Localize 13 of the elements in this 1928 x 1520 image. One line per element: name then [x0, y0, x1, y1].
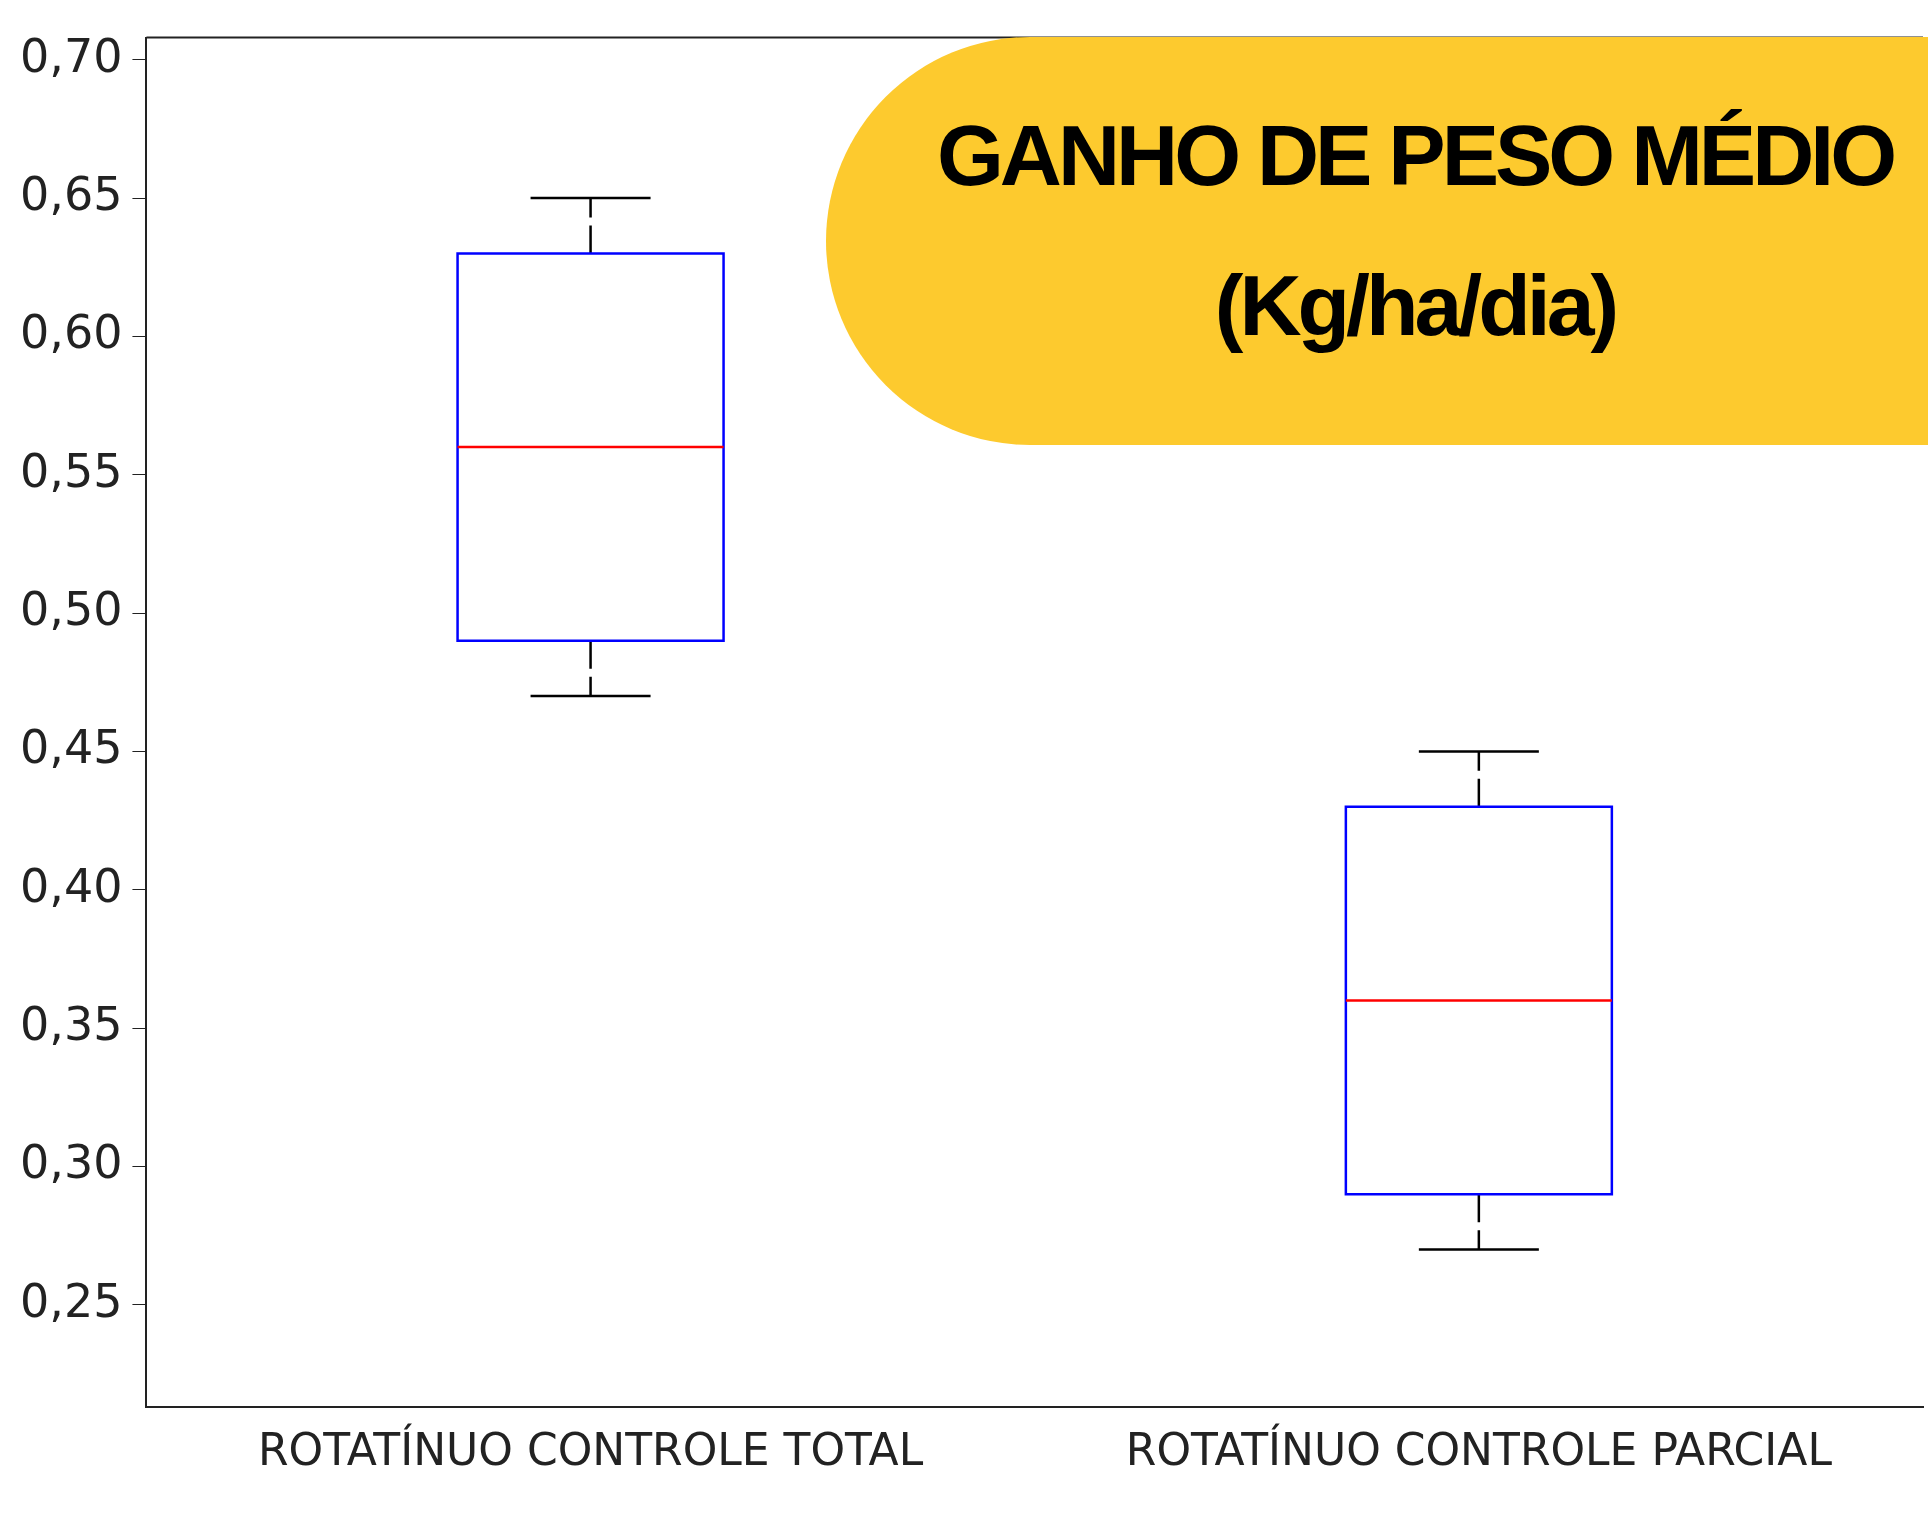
x-tick-label: ROTATÍNUO CONTROLE TOTAL: [257, 1423, 924, 1476]
y-tick-label: 0,70: [20, 28, 123, 83]
y-tick-label: 0,60: [20, 305, 123, 360]
y-tick-label: 0,65: [20, 167, 123, 222]
x-tick-label: ROTATÍNUO CONTROLE PARCIAL: [1125, 1423, 1833, 1476]
y-tick-label: 0,40: [20, 858, 123, 913]
y-tick-label: 0,30: [20, 1135, 123, 1190]
y-tick-label: 0,45: [20, 720, 123, 775]
y-tick-label: 0,50: [20, 582, 123, 637]
y-tick-label: 0,25: [20, 1273, 123, 1328]
y-tick-label: 0,35: [20, 997, 123, 1052]
y-tick-label: 0,55: [20, 443, 123, 498]
text: GANHO DE PESO MÉDIO (Kg/ha/dia): [935, 106, 1895, 355]
